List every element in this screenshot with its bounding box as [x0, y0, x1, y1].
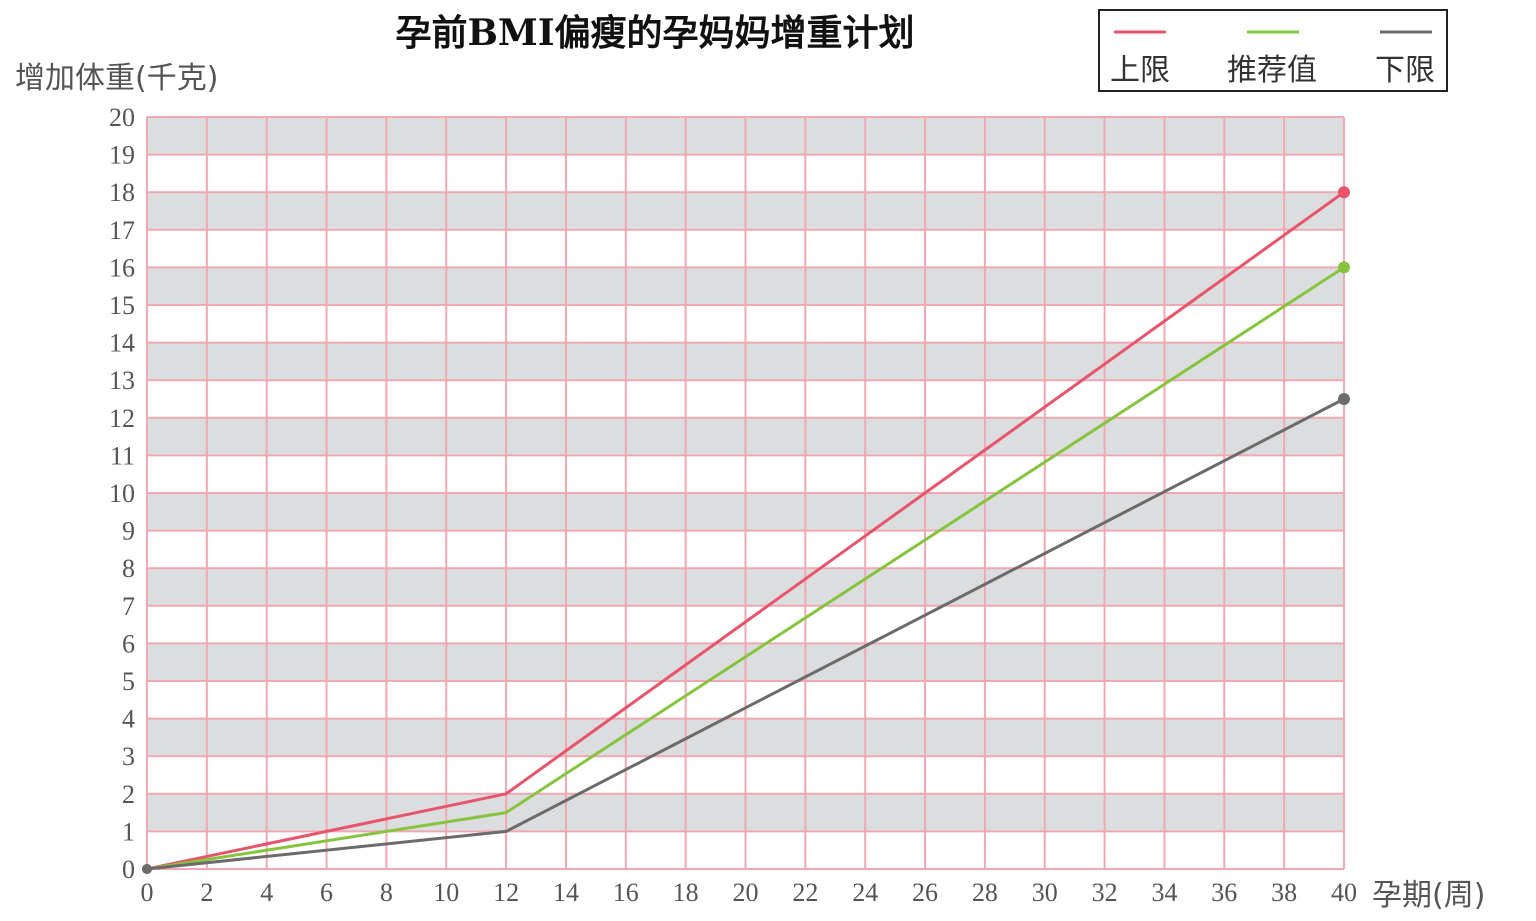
- y-tick-label: 4: [122, 705, 135, 734]
- y-tick-label: 5: [122, 667, 135, 696]
- legend-label: 上限: [1110, 53, 1170, 88]
- y-tick-label: 9: [122, 517, 135, 546]
- x-tick-label: 24: [852, 878, 878, 907]
- x-tick-label: 0: [141, 878, 154, 907]
- series-end-point: [1338, 393, 1350, 405]
- x-tick-label: 8: [380, 878, 393, 907]
- x-tick-label: 22: [792, 878, 818, 907]
- x-tick-label: 36: [1211, 878, 1237, 907]
- x-tick-label: 40: [1331, 878, 1357, 907]
- series-end-point: [1338, 186, 1350, 199]
- y-tick-label: 1: [122, 817, 135, 846]
- x-tick-label: 32: [1092, 878, 1118, 907]
- series-line: [146, 397, 1345, 871]
- y-tick-label: 12: [109, 404, 135, 433]
- y-tick-label: 20: [109, 103, 135, 132]
- x-tick-label: 10: [433, 878, 459, 907]
- y-tick-label: 6: [122, 629, 135, 658]
- x-tick-label: 38: [1271, 878, 1297, 907]
- x-axis-ticks: 0 2 4 6 8 10 12 14 16 18 20 22 24 26 28 30 32 34 36 38 40: [141, 878, 1358, 907]
- y-tick-label: 3: [122, 742, 135, 771]
- x-tick-label: 6: [320, 878, 333, 907]
- x-tick-label: 4: [260, 878, 273, 907]
- y-tick-label: 13: [109, 366, 135, 395]
- y-tick-label: 14: [109, 329, 135, 358]
- y-tick-label: 15: [109, 291, 135, 320]
- x-tick-label: 12: [493, 878, 519, 907]
- y-tick-label: 8: [122, 554, 135, 583]
- x-tick-label: 28: [972, 878, 998, 907]
- x-tick-label: 30: [1032, 878, 1058, 907]
- y-tick-label: 18: [109, 178, 135, 207]
- x-tick-label: 18: [673, 878, 699, 907]
- grid-lines: [146, 116, 1345, 870]
- y-axis-title: 增加体重(千克): [15, 61, 218, 96]
- x-tick-label: 26: [912, 878, 938, 907]
- series-start-point: [142, 864, 152, 874]
- x-tick-label: 14: [553, 878, 579, 907]
- y-tick-label: 7: [122, 592, 135, 621]
- y-tick-label: 2: [122, 780, 135, 809]
- y-tick-label: 11: [110, 441, 135, 470]
- y-tick-label: 19: [109, 141, 135, 170]
- y-tick-label: 16: [109, 253, 135, 282]
- y-tick-label: 10: [109, 479, 135, 508]
- y-tick-label: 17: [109, 216, 135, 245]
- legend-label: 推荐值: [1227, 53, 1317, 88]
- series-line: [146, 266, 1345, 871]
- series-lines: [142, 186, 1350, 874]
- x-tick-label: 2: [200, 878, 213, 907]
- legend-label: 下限: [1375, 53, 1435, 88]
- x-tick-label: 16: [613, 878, 639, 907]
- x-axis-title: 孕期(周): [1372, 878, 1485, 913]
- x-tick-label: 20: [733, 878, 759, 907]
- series-line: [146, 190, 1345, 871]
- legend: 上限 推荐值 下限: [1098, 9, 1448, 92]
- legend-box: [1098, 9, 1448, 92]
- x-tick-label: 34: [1151, 878, 1177, 907]
- y-tick-label: 0: [122, 855, 135, 884]
- series-end-point: [1338, 261, 1350, 274]
- chart-title: 孕前BMI偏瘦的孕妈妈增重计划: [395, 12, 914, 54]
